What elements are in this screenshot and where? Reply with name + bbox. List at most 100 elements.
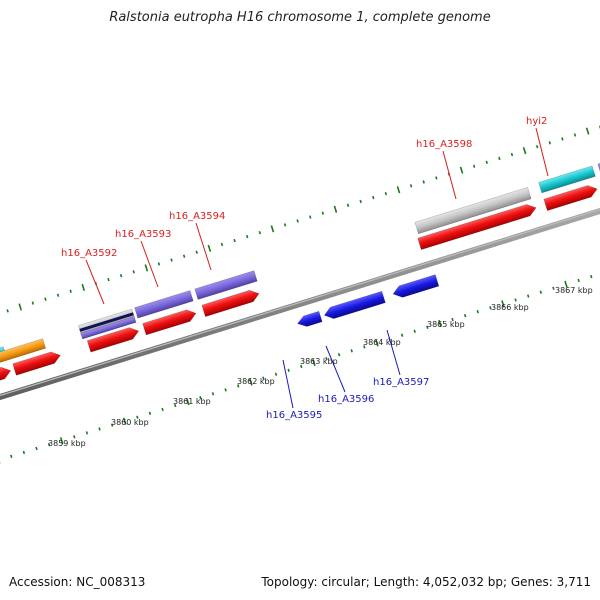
gene-arrow-blue	[323, 290, 386, 319]
lower-tick-mark	[85, 431, 89, 435]
gene-label-lower: h16_A3597	[373, 377, 429, 388]
tick-marks-lower	[0, 274, 593, 464]
gene-arrow-blue	[297, 310, 323, 327]
upper-tick-mark	[459, 166, 464, 174]
cds-arrow	[417, 204, 537, 251]
cds-arrow	[201, 289, 260, 317]
upper-tick-mark	[296, 219, 299, 223]
tick-label: 3865 kbp	[427, 320, 465, 329]
upper-tick-mark	[220, 242, 224, 247]
lower-tick-mark	[224, 388, 227, 392]
leader-line-top	[442, 150, 457, 200]
gene-bar-cyan	[538, 165, 596, 194]
lower-tick-mark	[476, 310, 479, 314]
lower-tick-mark	[199, 396, 202, 400]
upper-tick-mark	[409, 184, 413, 188]
backbone-highlight	[0, 208, 600, 397]
cds-arrow	[543, 185, 598, 211]
cds-arrow	[0, 366, 12, 390]
upper-tick-mark	[510, 152, 514, 157]
lower-tick-mark	[73, 435, 76, 439]
gene-label-upper: hyi2	[526, 116, 547, 127]
lower-tick-mark	[400, 333, 404, 337]
lower-tick-mark	[237, 384, 240, 388]
upper-tick-mark	[333, 205, 338, 213]
leader-line-top	[140, 240, 159, 288]
lower-tick-mark	[10, 454, 13, 458]
lower-tick-mark	[526, 294, 530, 298]
lower-tick-mark	[47, 442, 51, 447]
lower-tick-mark	[337, 353, 341, 357]
gene-label-upper: h16_A3593	[115, 229, 171, 240]
gene-bar-orange	[0, 338, 47, 363]
lower-tick-mark	[148, 411, 152, 415]
lower-tick-mark	[287, 368, 290, 373]
gene-label-upper: h16_A3598	[416, 139, 472, 150]
lower-tick-mark	[173, 403, 177, 408]
lower-tick-mark	[590, 274, 593, 279]
leader-line-top	[195, 222, 212, 271]
upper-tick-mark	[561, 137, 564, 141]
upper-tick-mark	[472, 164, 476, 168]
lower-tick-mark	[312, 358, 316, 367]
gene-label-lower: h16_A3596	[318, 394, 374, 405]
gene-label-upper: h16_A3592	[61, 248, 117, 259]
upper-tick-mark	[309, 215, 312, 219]
lower-tick-mark	[59, 437, 64, 445]
upper-tick-mark	[81, 283, 86, 292]
upper-tick-mark	[283, 223, 287, 227]
upper-tick-mark	[107, 277, 110, 282]
gene-labels: h16_A3592 h16_A3593 h16_A3594 h16_A3598 hyi2…	[61, 116, 549, 421]
tick-label: 3862 kbp	[237, 377, 275, 386]
lower-tick-mark	[552, 286, 555, 290]
upper-tick-mark	[144, 264, 149, 272]
gene-label-lower: h16_A3595	[266, 410, 322, 421]
lower-tick-mark	[262, 376, 265, 380]
gene-bar-purple	[80, 316, 137, 340]
tick-marks-upper	[6, 125, 600, 313]
upper-tick-mark	[18, 303, 23, 311]
upper-tick-mark	[585, 127, 590, 135]
upper-tick-mark	[132, 270, 135, 274]
lower-tick-mark	[325, 356, 328, 361]
lower-tick-mark	[564, 280, 568, 288]
upper-tick-mark	[435, 176, 438, 180]
accession-text: Accession: NC_008313	[9, 575, 146, 589]
gene-label-upper: h16_A3594	[169, 211, 225, 222]
lower-tick-mark	[274, 372, 278, 376]
tick-label: 3866 kbp	[491, 303, 529, 312]
chromosome-backbone	[0, 207, 600, 401]
upper-tick-mark	[346, 203, 350, 208]
lower-tick-mark	[300, 364, 303, 369]
upper-tick-mark	[548, 141, 551, 145]
upper-tick-mark	[56, 293, 60, 297]
upper-tick-mark	[31, 301, 35, 305]
cds-arrow	[12, 351, 61, 376]
lower-tick-mark	[501, 300, 505, 308]
tick-label: 3861 kbp	[173, 397, 211, 406]
lower-tick-mark	[463, 313, 467, 318]
lower-tick-mark	[211, 392, 215, 396]
upper-tick-mark	[195, 250, 198, 254]
lower-tick-mark	[185, 398, 190, 406]
lower-tick-mark	[363, 345, 366, 349]
upper-tick-mark	[182, 254, 186, 258]
lower-tick-mark	[514, 298, 517, 302]
upper-tick-mark	[321, 211, 325, 215]
lower-tick-mark	[122, 417, 127, 425]
gene-features	[0, 145, 600, 390]
upper-tick-mark	[498, 156, 501, 161]
lower-tick-mark	[110, 423, 114, 427]
lower-tick-mark	[136, 415, 139, 419]
upper-tick-mark	[522, 147, 527, 155]
leader-line-bottom	[325, 345, 346, 393]
lower-tick-mark	[413, 329, 416, 333]
gene-bar-purple	[134, 290, 194, 319]
lower-tick-mark	[426, 325, 429, 330]
topology-summary: Topology: circular; Length: 4,052,032 bp…	[261, 575, 591, 589]
lower-tick-mark	[35, 446, 38, 451]
upper-tick-mark	[6, 309, 9, 313]
gene-bar-gray	[414, 187, 532, 235]
lower-tick-mark	[249, 378, 253, 386]
